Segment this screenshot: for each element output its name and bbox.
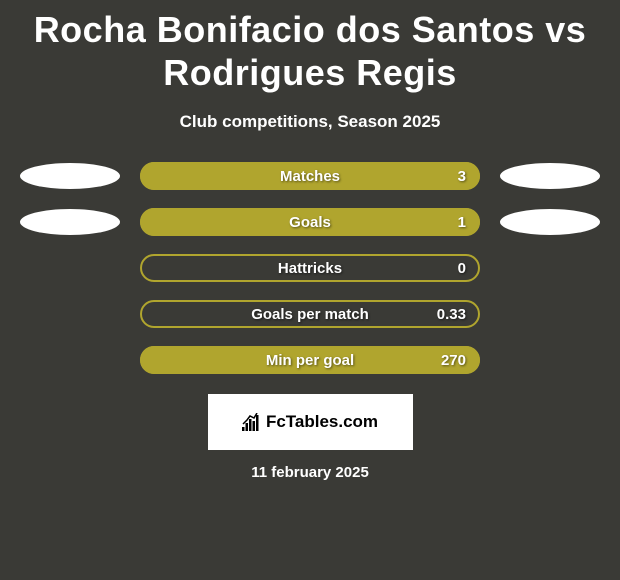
- stat-row: Hattricks0: [10, 254, 610, 282]
- stat-value: 0: [458, 260, 466, 277]
- stat-label: Min per goal: [140, 352, 480, 369]
- subtitle: Club competitions, Season 2025: [10, 112, 610, 132]
- stat-label: Goals: [140, 214, 480, 231]
- date-text: 11 february 2025: [10, 464, 610, 481]
- page-title: Rocha Bonifacio dos Santos vs Rodrigues …: [10, 0, 610, 94]
- stat-value: 1: [458, 214, 466, 231]
- stat-pill: Hattricks0: [140, 254, 480, 282]
- stat-value: 270: [441, 352, 466, 369]
- stat-value: 0.33: [437, 306, 466, 323]
- stat-pill: Matches3: [140, 162, 480, 190]
- player-chip-left: [20, 209, 120, 235]
- stat-label: Goals per match: [140, 306, 480, 323]
- stat-pill: Goals per match0.33: [140, 300, 480, 328]
- stats-rows: Matches3Goals1Hattricks0Goals per match0…: [10, 162, 610, 374]
- stat-row: Goals per match0.33: [10, 300, 610, 328]
- stat-pill: Min per goal270: [140, 346, 480, 374]
- player-chip-left: [20, 163, 120, 189]
- stat-row: Goals1: [10, 208, 610, 236]
- stat-pill: Goals1: [140, 208, 480, 236]
- stat-row: Min per goal270: [10, 346, 610, 374]
- player-chip-right: [500, 209, 600, 235]
- logo-box: FcTables.com: [208, 394, 413, 450]
- stat-row: Matches3: [10, 162, 610, 190]
- player-chip-right: [500, 163, 600, 189]
- logo-text: FcTables.com: [266, 412, 378, 432]
- stat-label: Matches: [140, 168, 480, 185]
- infographic-container: Rocha Bonifacio dos Santos vs Rodrigues …: [0, 0, 620, 481]
- stat-label: Hattricks: [140, 260, 480, 277]
- stat-value: 3: [458, 168, 466, 185]
- chart-icon: [242, 413, 260, 431]
